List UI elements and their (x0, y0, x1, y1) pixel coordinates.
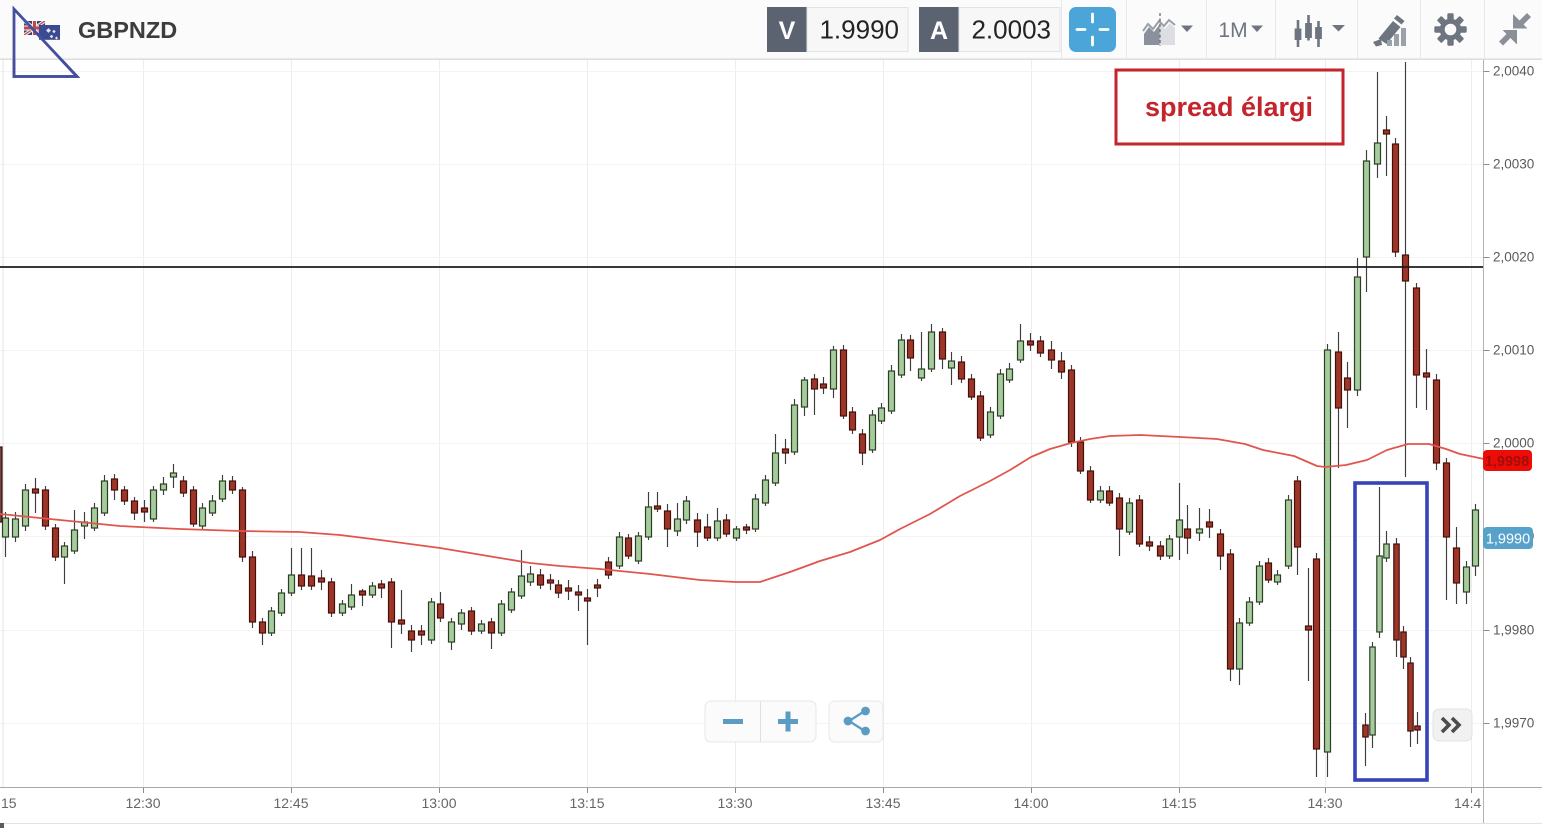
svg-text:1.9990: 1.9990 (819, 15, 899, 45)
svg-text:V: V (779, 17, 796, 45)
svg-text:GBPNZD: GBPNZD (78, 17, 177, 43)
svg-text:13:00: 13:00 (421, 795, 456, 811)
svg-text:12:30: 12:30 (125, 795, 160, 811)
svg-text:13:15: 13:15 (569, 795, 604, 811)
svg-text:1,9970: 1,9970 (1493, 716, 1534, 731)
svg-text:13:30: 13:30 (717, 795, 752, 811)
svg-text:2,0040: 2,0040 (1493, 64, 1534, 79)
svg-text:1M: 1M (1218, 19, 1247, 42)
svg-text:2,0030: 2,0030 (1493, 157, 1534, 172)
svg-text:1,9990: 1,9990 (1486, 532, 1530, 548)
svg-text:1,9980: 1,9980 (1493, 623, 1534, 638)
svg-text:2,0010: 2,0010 (1493, 343, 1534, 358)
svg-text:12:45: 12:45 (273, 795, 308, 811)
svg-text:1,9998: 1,9998 (1485, 454, 1529, 470)
svg-text:13:45: 13:45 (865, 795, 900, 811)
svg-text:A: A (930, 17, 948, 45)
svg-text:spread élargi: spread élargi (1145, 92, 1313, 122)
svg-text:14:4: 14:4 (1454, 795, 1481, 811)
svg-text:2,0000: 2,0000 (1493, 436, 1534, 451)
svg-text:14:00: 14:00 (1013, 795, 1048, 811)
svg-text:2.0003: 2.0003 (971, 15, 1051, 45)
svg-text:14:30: 14:30 (1307, 795, 1342, 811)
svg-text:15: 15 (1, 795, 17, 811)
svg-text:14:15: 14:15 (1161, 795, 1196, 811)
svg-text:2,0020: 2,0020 (1493, 250, 1534, 265)
